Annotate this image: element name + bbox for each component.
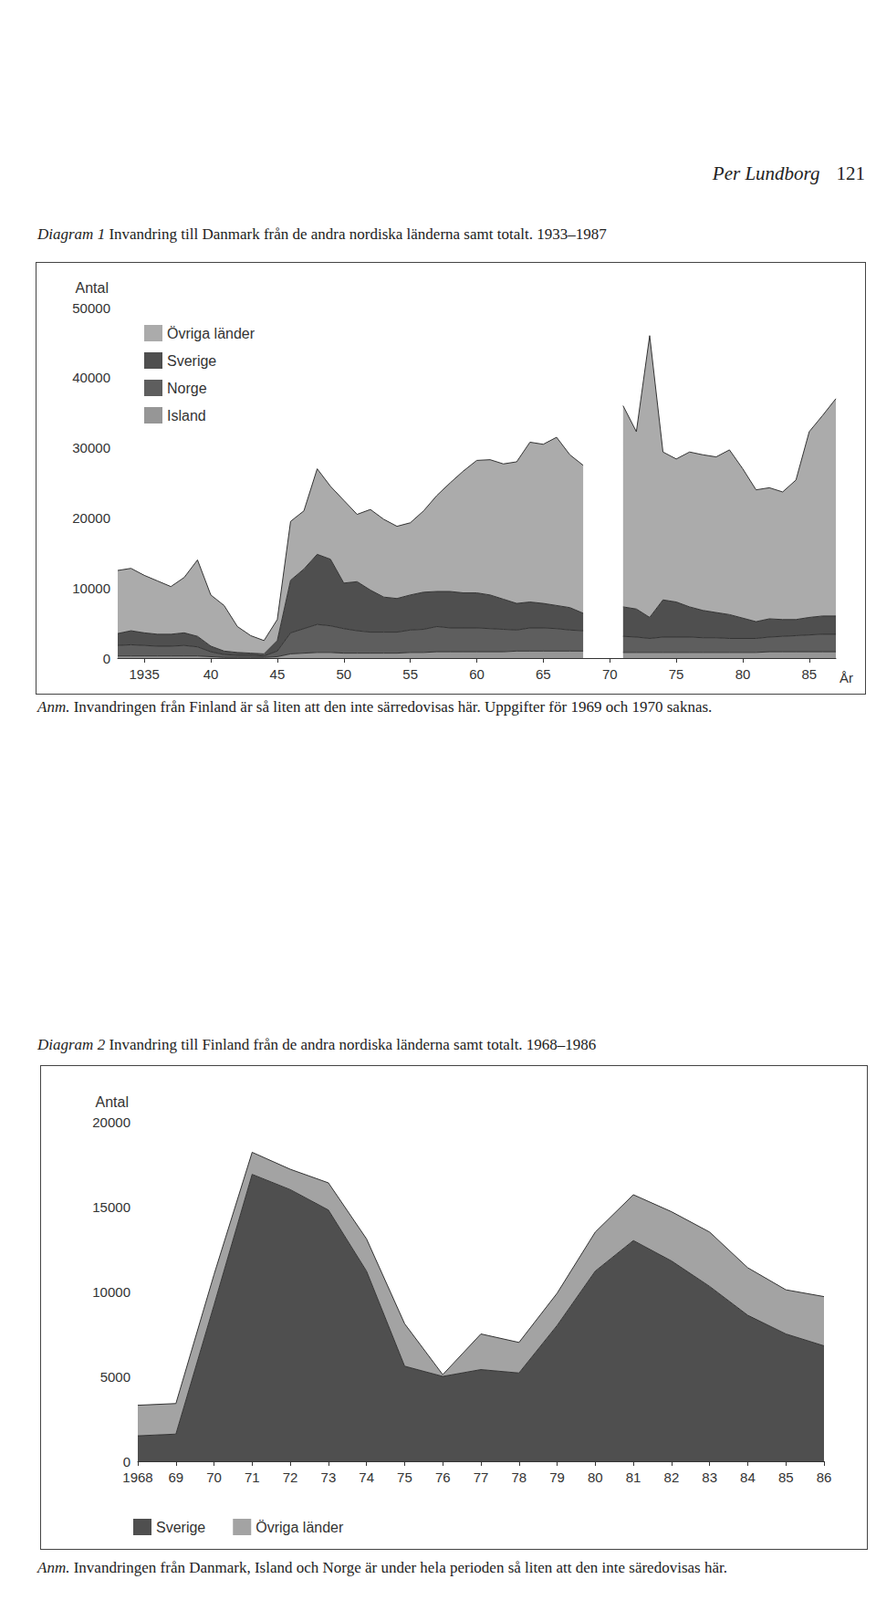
svg-text:År: År <box>839 669 854 686</box>
svg-text:79: 79 <box>549 1469 565 1485</box>
svg-text:73: 73 <box>321 1469 337 1485</box>
svg-text:Antal: Antal <box>75 280 109 296</box>
svg-text:84: 84 <box>740 1469 756 1485</box>
svg-text:Island: Island <box>166 407 207 424</box>
html-text:Anm. Invandringen från Danmark: Anm. Invandringen från Danmark, Island o… <box>37 1558 728 1576</box>
svg-text:80: 80 <box>735 666 751 682</box>
html-text:Per Lundborg: Per Lundborg <box>712 162 820 185</box>
svg-text:71: 71 <box>244 1469 261 1485</box>
svg-text:20000: 20000 <box>72 510 111 526</box>
html-text:Diagram 2 Invandring till Finl: Diagram 2 Invandring till Finland från d… <box>37 1035 597 1054</box>
svg-text:86: 86 <box>816 1469 833 1485</box>
svg-text:85: 85 <box>778 1469 794 1485</box>
svg-text:75: 75 <box>396 1469 413 1485</box>
svg-text:81: 81 <box>625 1469 642 1485</box>
svg-text:10000: 10000 <box>92 1283 131 1300</box>
svg-text:70: 70 <box>602 666 618 682</box>
svg-text:76: 76 <box>435 1469 451 1485</box>
svg-text:50000: 50000 <box>72 300 111 316</box>
svg-text:40: 40 <box>203 666 219 682</box>
html-text:Diagram 1 Invandring till Danm: Diagram 1 Invandring till Danmark från d… <box>37 225 607 243</box>
svg-text:5000: 5000 <box>100 1368 131 1385</box>
svg-text:0: 0 <box>123 1453 131 1470</box>
svg-text:Övriga länder: Övriga länder <box>166 325 256 342</box>
svg-text:70: 70 <box>206 1469 222 1485</box>
svg-text:30000: 30000 <box>72 439 111 456</box>
svg-text:Antal: Antal <box>95 1094 129 1110</box>
svg-text:65: 65 <box>535 666 552 682</box>
svg-text:69: 69 <box>167 1469 184 1485</box>
svg-text:78: 78 <box>511 1469 527 1485</box>
svg-text:Sverige: Sverige <box>166 353 217 369</box>
html-text:121: 121 <box>836 162 866 185</box>
svg-text:0: 0 <box>103 650 111 667</box>
html-text:Anm. Invandringen från Finland: Anm. Invandringen från Finland är så lit… <box>37 698 713 716</box>
svg-text:45: 45 <box>270 666 286 682</box>
svg-text:55: 55 <box>402 666 418 682</box>
svg-text:Övriga länder: Övriga länder <box>255 1519 345 1535</box>
svg-text:10000: 10000 <box>72 580 111 596</box>
svg-text:72: 72 <box>282 1469 299 1485</box>
svg-text:83: 83 <box>701 1469 718 1485</box>
svg-text:75: 75 <box>668 666 685 682</box>
svg-text:40000: 40000 <box>72 369 111 386</box>
svg-text:60: 60 <box>469 666 485 682</box>
svg-text:15000: 15000 <box>92 1199 131 1215</box>
svg-text:77: 77 <box>473 1469 490 1485</box>
svg-text:20000: 20000 <box>92 1114 131 1130</box>
svg-text:85: 85 <box>802 666 818 682</box>
svg-text:50: 50 <box>335 666 352 682</box>
svg-text:74: 74 <box>358 1469 375 1485</box>
svg-text:80: 80 <box>587 1469 604 1485</box>
svg-text:Sverige: Sverige <box>156 1519 206 1535</box>
svg-text:1935: 1935 <box>128 666 159 682</box>
svg-text:82: 82 <box>664 1469 680 1485</box>
svg-text:Norge: Norge <box>166 380 208 397</box>
svg-text:1968: 1968 <box>122 1469 153 1485</box>
